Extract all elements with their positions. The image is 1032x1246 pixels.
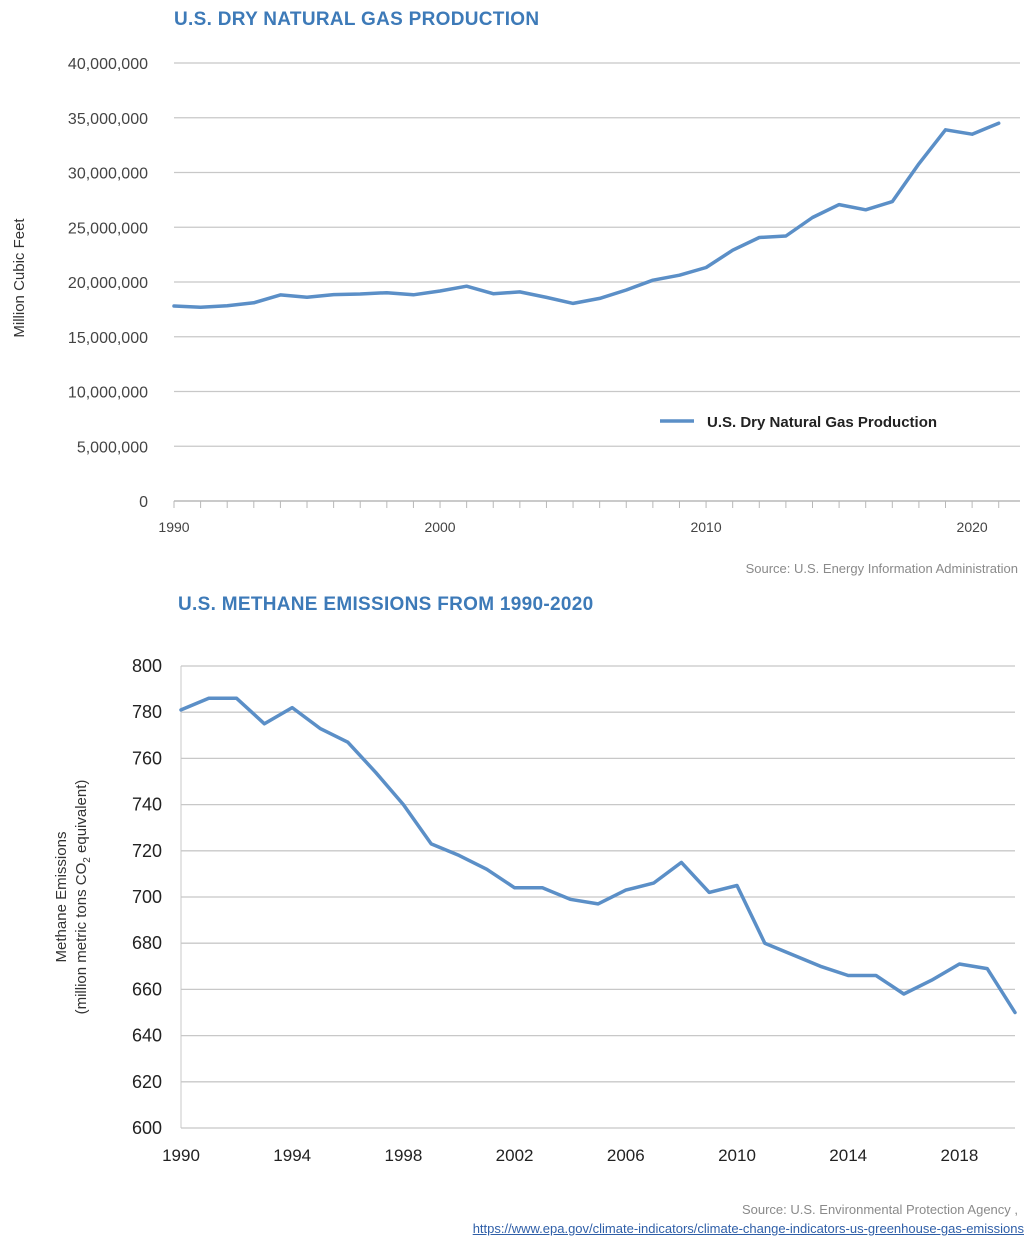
c2-y-tick-label: 800 [132,656,162,676]
chart1-legend-label: U.S. Dry Natural Gas Production [707,414,937,431]
c2-y-tick-label: 700 [132,887,162,907]
chart1-x-tick-labels: 1990 2000 2010 2020 [158,519,987,535]
c1-y-tick-label: 40,000,000 [68,56,148,73]
chart2-source-link[interactable]: https://www.epa.gov/climate-indicators/c… [472,1221,1024,1236]
chart1-y-axis-label: Million Cubic Feet [11,218,28,338]
c1-y-tick-label: 20,000,000 [68,275,148,292]
chart1-title: U.S. DRY NATURAL GAS PRODUCTION [174,9,540,30]
c1-y-tick-label: 30,000,000 [68,166,148,183]
chart1-source: Source: U.S. Energy Information Administ… [745,561,1018,576]
c2-x-tick-label: 2014 [829,1146,867,1165]
chart1-legend: U.S. Dry Natural Gas Production [660,414,937,431]
c2-y-tick-label: 680 [132,933,162,953]
chart2-y-axis-label-line1: Methane Emissions [53,832,70,963]
c2-y-tick-label: 660 [132,979,162,999]
c1-x-tick-label: 2010 [690,519,721,535]
chart2-y-axis-label-line2: (million metric tons CO2 equivalent) [73,780,93,1015]
chart2-series-line [179,696,1017,1015]
c2-x-tick-label: 2010 [718,1146,756,1165]
c2-y-tick-label: 740 [132,795,162,815]
c1-y-tick-label: 25,000,000 [68,220,148,237]
c2-x-tick-label: 1990 [162,1146,200,1165]
chart2-gridlines [181,665,1015,1129]
c1-y-tick-label: 15,000,000 [68,330,148,347]
chart2-y-tick-labels: 600 620 640 660 680 700 720 740 760 780 800 [132,656,162,1138]
c2-x-tick-label: 2002 [496,1146,534,1165]
c2-y-tick-label: 760 [132,748,162,768]
c2-x-tick-label: 1994 [273,1146,311,1165]
chart2-source: Source: U.S. Environmental Protection Ag… [741,1202,1018,1217]
c2-x-tick-label: 1998 [384,1146,422,1165]
c2-y-tick-label: 640 [132,1026,162,1046]
c1-x-tick-label: 2020 [957,519,988,535]
c2-y-tick-label: 600 [132,1118,162,1138]
chart1-x-axis [173,500,1020,508]
c2-y-tick-label: 720 [132,841,162,861]
c1-y-tick-label: 35,000,000 [68,111,148,128]
c1-x-tick-label: 2000 [424,519,455,535]
chart1-y-tick-labels: 0 5,000,000 10,000,000 15,000,000 20,000,000… [68,56,148,511]
c1-y-tick-label: 0 [139,494,148,511]
c1-x-tick-label: 1990 [158,519,189,535]
chart2-x-tick-labels: 1990 1994 1998 2002 2006 2010 2014 2018 [162,1146,978,1165]
c1-y-tick-label: 10,000,000 [68,385,148,402]
chart2-title: U.S. METHANE EMISSIONS FROM 1990-2020 [178,594,594,615]
c2-y-tick-label: 780 [132,702,162,722]
c2-x-tick-label: 2006 [607,1146,645,1165]
c2-x-tick-label: 2018 [940,1146,978,1165]
chart1-gridlines [174,62,1020,447]
chart2-y-axis-label: Methane Emissions (million metric tons C… [53,780,93,1015]
gas-production-chart: 0 5,000,000 10,000,000 15,000,000 20,000,000… [11,56,1020,535]
c1-y-tick-label: 5,000,000 [77,439,148,456]
chart1-series-line [172,121,1001,309]
c2-y-tick-label: 620 [132,1072,162,1092]
